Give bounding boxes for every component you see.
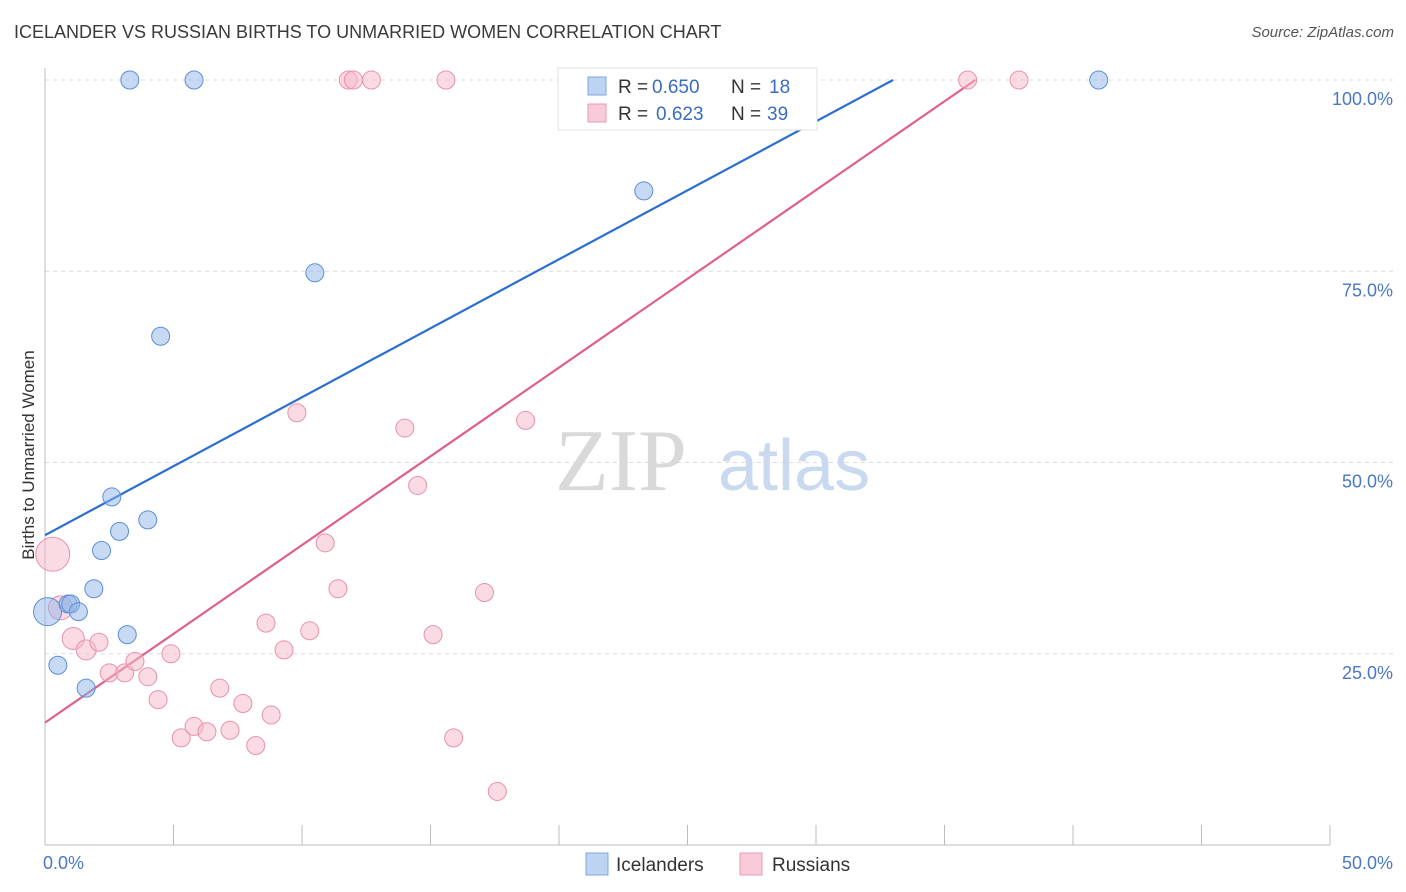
point-russians-0	[35, 536, 71, 572]
bottom-legend: Icelanders Russians	[585, 852, 850, 876]
legend-n-label-1: N =	[731, 104, 761, 125]
point-icelanders-4	[68, 602, 88, 622]
top-legend: R = 0.650 N = 18 R = 0.623 N = 39	[557, 67, 818, 131]
legend-r-value-1: 0.623	[656, 104, 704, 125]
y-tick-label-3: 100.0%	[1332, 89, 1393, 109]
trend-line-russians	[44, 79, 976, 724]
chart-title: ICELANDER VS RUSSIAN BIRTHS TO UNMARRIED…	[14, 22, 722, 42]
point-russians-38	[1009, 70, 1029, 90]
point-russians-14	[210, 678, 230, 698]
y-tick-labels: 25.0% 50.0% 75.0% 100.0%	[1332, 89, 1393, 683]
legend-n-value-0: 18	[769, 77, 790, 98]
point-russians-22	[300, 621, 320, 641]
point-russians-11	[171, 728, 191, 748]
y-tick-label-0: 25.0%	[1342, 663, 1393, 683]
bottom-legend-swatch-icelanders	[585, 852, 609, 876]
point-icelanders-1	[48, 655, 68, 675]
point-icelanders-17	[1089, 70, 1109, 90]
point-icelanders-10	[117, 625, 137, 645]
point-russians-20	[274, 640, 294, 660]
point-russians-4	[89, 632, 109, 652]
trend-lines	[44, 79, 976, 724]
bottom-legend-russians: Russians	[772, 855, 850, 876]
bottom-legend-swatch-russians	[739, 852, 763, 876]
point-russians-9	[148, 690, 168, 710]
watermark-zip: ZIP	[555, 413, 687, 510]
point-russians-13	[197, 722, 217, 742]
legend-swatch-icelanders	[587, 76, 607, 96]
point-russians-33	[474, 583, 494, 603]
point-russians-28	[395, 418, 415, 438]
point-russians-30	[423, 625, 443, 645]
point-russians-23	[315, 533, 335, 553]
legend-r-label-0: R =	[618, 77, 648, 98]
point-icelanders-11	[120, 70, 140, 90]
point-russians-35	[516, 410, 536, 430]
point-russians-18	[256, 613, 276, 633]
axes	[44, 68, 1331, 846]
x-tick-labels: 0.0% 50.0%	[43, 853, 1393, 873]
point-russians-34	[487, 781, 507, 801]
legend-r-label-1: R =	[618, 104, 648, 125]
point-icelanders-5	[76, 678, 96, 698]
data-points	[33, 70, 1109, 801]
point-russians-32	[444, 728, 464, 748]
point-russians-31	[436, 70, 456, 90]
point-icelanders-0	[33, 597, 63, 627]
bottom-legend-icelanders: Icelanders	[616, 855, 704, 876]
source-label: Source: ZipAtlas.com	[1251, 24, 1394, 41]
point-russians-15	[220, 720, 240, 740]
point-russians-7	[125, 651, 145, 671]
y-axis-label: Births to Unmarried Women	[19, 350, 38, 559]
x-tick-label-1: 50.0%	[1342, 853, 1393, 873]
point-icelanders-13	[151, 326, 171, 346]
point-icelanders-9	[110, 521, 130, 541]
point-russians-27	[361, 70, 381, 90]
point-russians-24	[328, 579, 348, 599]
x-tick-label-0: 0.0%	[43, 853, 84, 873]
point-icelanders-6	[84, 579, 104, 599]
trend-line-icelanders	[44, 79, 894, 537]
point-russians-16	[233, 693, 253, 713]
point-russians-17	[246, 736, 266, 756]
point-icelanders-14	[184, 70, 204, 90]
grid-lines	[45, 79, 1393, 655]
legend-r-value-0: 0.650	[652, 77, 700, 98]
legend-n-label-0: N =	[731, 77, 761, 98]
legend-n-value-1: 39	[767, 104, 788, 125]
point-icelanders-12	[138, 510, 158, 530]
point-icelanders-16	[634, 181, 654, 201]
point-russians-29	[408, 475, 428, 495]
point-russians-10	[161, 644, 181, 664]
point-icelanders-15	[305, 263, 325, 283]
point-russians-19	[261, 705, 281, 725]
y-tick-label-2: 75.0%	[1342, 280, 1393, 300]
point-russians-26	[343, 70, 363, 90]
point-russians-8	[138, 667, 158, 687]
point-icelanders-7	[92, 540, 112, 560]
point-russians-21	[287, 403, 307, 423]
point-russians-37	[958, 70, 978, 90]
point-icelanders-8	[102, 487, 122, 507]
y-tick-label-1: 50.0%	[1342, 472, 1393, 492]
watermark-atlas: atlas	[718, 426, 870, 506]
legend-swatch-russians	[587, 103, 607, 123]
